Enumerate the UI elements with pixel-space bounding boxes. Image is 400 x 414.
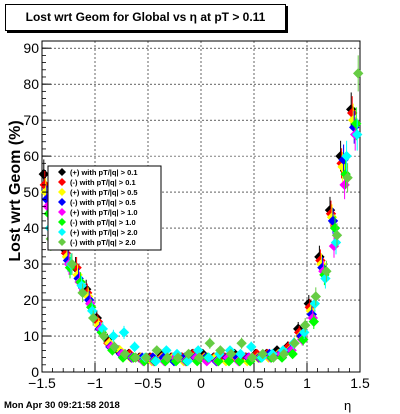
data-point — [98, 330, 109, 342]
y-tick-label: 40 — [23, 220, 39, 236]
data-point — [108, 330, 119, 342]
data-point — [300, 320, 311, 331]
data-point — [331, 230, 343, 241]
legend-box — [47, 165, 162, 251]
data-point — [330, 237, 342, 248]
data-point — [88, 312, 99, 324]
data-point — [225, 348, 237, 360]
x-tick-label: −1 — [87, 375, 103, 391]
data-point — [162, 352, 173, 363]
legend-entry: (-) with pT/|q| > 2.0 — [70, 238, 136, 247]
data-point — [342, 172, 353, 183]
data-point — [320, 273, 331, 284]
data-point — [109, 341, 120, 353]
data-point — [151, 345, 162, 356]
data-point — [183, 348, 194, 360]
data-point — [130, 352, 141, 363]
y-tick-label: 60 — [23, 148, 39, 164]
data-point — [321, 266, 332, 277]
legend-entry: (+) with pT/|q| > 1.0 — [70, 208, 138, 217]
y-tick-label: 50 — [23, 184, 39, 200]
legend-marker — [58, 208, 66, 216]
data-point — [204, 338, 215, 349]
data-point — [182, 356, 193, 367]
legend-entry: (-) with pT/|q| > 0.5 — [70, 198, 136, 207]
y-tick-label: 20 — [23, 292, 39, 308]
timestamp: Mon Apr 30 09:21:58 2018 — [4, 400, 120, 411]
data-point — [215, 345, 226, 356]
data-point — [77, 287, 88, 299]
legend-marker — [58, 178, 66, 186]
legend-marker — [58, 168, 66, 176]
data-point — [161, 345, 172, 356]
data-point — [347, 107, 358, 119]
y-tick-label: 0 — [31, 364, 39, 380]
y-tick-label: 80 — [23, 76, 39, 92]
data-point — [76, 280, 87, 291]
data-point — [351, 118, 362, 129]
legend-marker — [58, 188, 66, 196]
data-point — [87, 305, 98, 317]
data-point — [150, 356, 161, 367]
legend-entry: (+) with pT/|q| > 0.5 — [70, 188, 138, 197]
data-point — [235, 348, 246, 360]
legend-marker — [58, 238, 66, 246]
x-tick-label: 0 — [197, 375, 205, 391]
data-point — [119, 348, 131, 360]
data-point — [118, 327, 130, 338]
data-point — [194, 352, 205, 363]
data-point — [66, 258, 78, 270]
data-point — [353, 68, 364, 79]
y-axis-label: Lost wrt Geom (%) — [7, 120, 24, 262]
x-tick-label: 1.5 — [350, 375, 370, 391]
data-point — [38, 168, 49, 180]
data-point — [289, 338, 300, 349]
data-point — [213, 356, 224, 367]
data-point — [193, 345, 204, 356]
data-point — [308, 316, 319, 327]
legend-entry: (+) with pT/|q| > 2.0 — [70, 228, 138, 237]
axes: −1.5 −1 −0.5 0 0.5 1 1.5 0 10 20 30 40 50 60 70 80 90 — [23, 40, 370, 391]
data-point — [257, 348, 268, 360]
y-tick-label: 10 — [23, 328, 39, 344]
data-point — [287, 348, 298, 360]
data-points — [38, 55, 364, 367]
x-tick-label: 0.5 — [244, 375, 264, 391]
y-tick-label: 30 — [23, 256, 39, 272]
data-point — [309, 298, 320, 309]
x-axis-label: η — [344, 398, 352, 413]
legend-marker — [58, 218, 66, 226]
legend-marker — [58, 198, 66, 206]
data-point — [236, 338, 247, 349]
data-point — [141, 352, 152, 363]
data-point — [341, 150, 352, 162]
y-tick-label: 70 — [23, 112, 39, 128]
data-point — [247, 352, 258, 363]
data-point — [268, 352, 279, 363]
legend-entry: (-) with pT/|q| > 0.1 — [70, 178, 136, 187]
x-tick-label: −1.5 — [28, 375, 56, 391]
y-tick-label: 90 — [23, 40, 39, 56]
data-point — [246, 341, 257, 353]
x-tick-label: −0.5 — [134, 375, 162, 391]
legend-entry: (-) with pT/|q| > 1.0 — [70, 218, 136, 227]
data-point — [310, 291, 321, 302]
data-point — [172, 352, 184, 363]
data-point — [234, 356, 245, 367]
data-point — [298, 334, 309, 345]
data-point — [41, 194, 52, 205]
data-point — [129, 341, 140, 353]
data-point — [352, 129, 363, 140]
data-point — [299, 327, 310, 338]
legend-marker — [58, 228, 66, 236]
data-point — [97, 323, 108, 335]
chart-title: Lost wrt Geom for Global vs η at pT > 0.… — [5, 4, 286, 31]
x-tick-label: 1 — [303, 375, 311, 391]
data-point — [203, 352, 214, 363]
legend: (+) with pT/|q| > 0.1(-) with pT/|q| > 0… — [47, 165, 162, 251]
data-point — [278, 348, 290, 360]
legend-entry: (+) with pT/|q| > 0.1 — [70, 168, 138, 177]
